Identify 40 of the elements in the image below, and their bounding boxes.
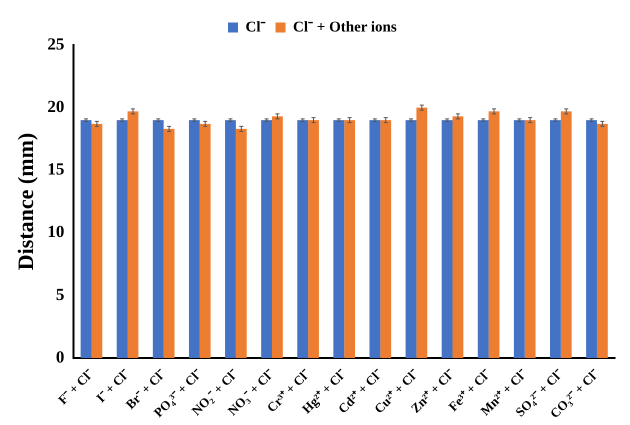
bar — [514, 120, 525, 358]
bar — [152, 120, 164, 358]
bar — [369, 120, 380, 358]
bar — [488, 111, 500, 358]
bar — [380, 120, 392, 358]
bar — [116, 120, 128, 358]
y-axis-title: Distance (mm) — [12, 132, 38, 270]
bar — [478, 120, 489, 358]
y-tick-label: 0 — [56, 347, 64, 366]
bar — [225, 120, 236, 358]
y-tick-label: 15 — [47, 160, 64, 179]
bar — [344, 120, 356, 358]
bar — [308, 120, 319, 358]
bar — [272, 116, 283, 358]
bar — [524, 120, 536, 358]
bar — [560, 111, 572, 358]
x-tick-label: F⁻ + Cl⁻ — [55, 366, 97, 408]
bar — [452, 116, 464, 358]
bar — [128, 111, 138, 358]
legend-label: Cl⁻ + Other ions — [293, 19, 397, 36]
bar — [91, 124, 102, 358]
bar — [200, 124, 211, 358]
bar — [188, 120, 200, 358]
bar — [406, 120, 416, 358]
legend-label: Cl⁻ — [246, 19, 266, 36]
bar — [333, 120, 344, 358]
bar — [416, 108, 428, 358]
bar — [164, 128, 174, 358]
bar — [297, 120, 308, 358]
y-tick-label: 25 — [47, 34, 64, 54]
bar — [550, 120, 561, 358]
bar — [236, 128, 247, 358]
bar — [586, 120, 597, 358]
bar — [442, 120, 453, 358]
bar — [596, 124, 608, 358]
bar — [80, 120, 92, 358]
y-tick-label: 5 — [56, 284, 64, 304]
y-tick-label: 20 — [47, 96, 64, 116]
bar — [261, 120, 272, 358]
y-tick-label: 10 — [47, 222, 64, 242]
